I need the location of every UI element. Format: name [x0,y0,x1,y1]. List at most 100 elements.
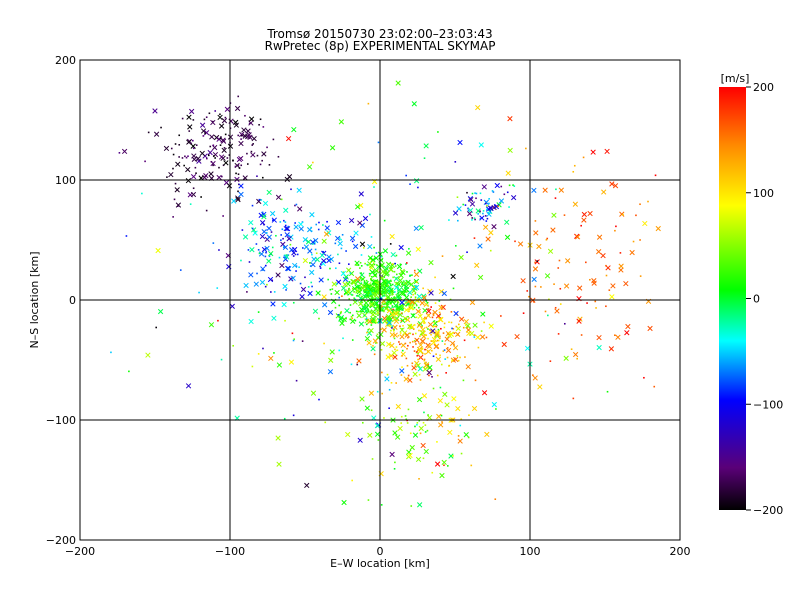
data-point-dot [322,250,325,253]
data-point-x [234,176,240,183]
data-point-x [235,196,241,203]
data-point-dot [483,321,485,324]
data-point-dot [654,174,657,177]
data-point-dot [445,372,447,374]
data-point-dot [433,320,436,322]
data-point-dot [380,293,383,296]
data-point-x [359,396,365,402]
data-point-dot [314,248,317,251]
data-point-dot [486,217,489,220]
data-point-x [544,273,551,279]
data-point-x [655,225,661,232]
data-point-dot [553,283,555,285]
data-point-dot [203,118,206,121]
data-point-dot [371,297,374,299]
data-point-x [504,219,510,225]
data-point-dot [393,329,395,331]
data-point-x [259,279,266,286]
data-point-dot [435,353,437,356]
data-point-dot [240,259,242,262]
data-point-dot [544,310,547,313]
data-point-dot [204,132,206,135]
data-point-x [338,119,345,125]
data-point-dot [416,281,418,284]
data-point-dot [390,326,392,328]
data-point-dot [354,298,356,301]
data-point-x [452,210,459,216]
data-point-x [350,318,356,324]
data-point-dot [347,288,350,290]
data-point-dot [439,354,441,357]
data-point-x [400,317,406,324]
data-point-dot [639,275,642,277]
data-point-dot [360,311,363,313]
data-point-x [275,272,281,278]
data-point-x [367,296,374,302]
data-point-x [392,324,398,330]
data-point-x [455,405,461,412]
data-point-x [363,280,369,287]
data-point-dot [380,307,382,310]
data-point-dot [386,306,389,309]
data-point-dot [272,138,275,141]
data-point-dot [371,298,374,301]
data-point-x [258,251,265,257]
data-point-x [356,312,362,319]
data-point-dot [144,160,146,163]
data-point-x [426,343,433,349]
data-point-x [358,191,364,197]
data-point-x [234,105,241,112]
data-point-dot [390,284,392,287]
data-point-x [381,315,388,322]
data-point-x [472,322,478,328]
data-point-dot [400,312,403,315]
data-point-dot [374,306,376,309]
data-point-x [354,284,360,290]
data-point-x [318,277,324,283]
data-point-dot [372,286,375,289]
data-point-x [389,262,396,269]
data-point-dot [369,278,372,280]
data-point-dot [491,190,494,192]
data-point-dot [457,435,460,437]
data-point-dot [374,281,377,283]
data-point-dot [413,350,416,352]
data-point-x [438,317,444,323]
data-point-dot [413,286,415,289]
data-point-dot [423,358,426,361]
data-point-x [342,281,348,288]
data-point-x [367,287,374,293]
data-point-x [469,201,476,207]
data-point-dot [525,147,527,150]
data-point-x [449,340,456,347]
data-point-x [292,246,298,253]
data-point-dot [365,279,368,282]
data-point-x [426,308,432,314]
data-point-dot [395,273,398,276]
data-point-dot [375,286,378,288]
data-point-dot [393,296,396,298]
data-point-dot [444,358,447,360]
data-point-x [488,230,494,236]
data-point-dot [428,313,430,316]
data-point-dot [377,297,380,299]
data-point-x [303,244,310,250]
data-point-dot [125,235,128,237]
data-point-dot [373,186,375,188]
data-point-x [441,459,447,466]
data-point-dot [406,422,409,424]
data-point-dot [290,188,292,191]
data-point-dot [342,337,344,340]
data-point-x [351,279,357,285]
data-point-dot [205,209,208,212]
data-point-x [604,148,610,155]
data-point-x [374,304,381,310]
data-point-x [285,265,291,272]
data-point-x [383,265,389,272]
data-point-x [389,311,396,318]
data-point-x [415,362,421,369]
data-point-dot [317,228,320,231]
data-point-dot [439,386,442,389]
data-point-dot [448,219,450,221]
